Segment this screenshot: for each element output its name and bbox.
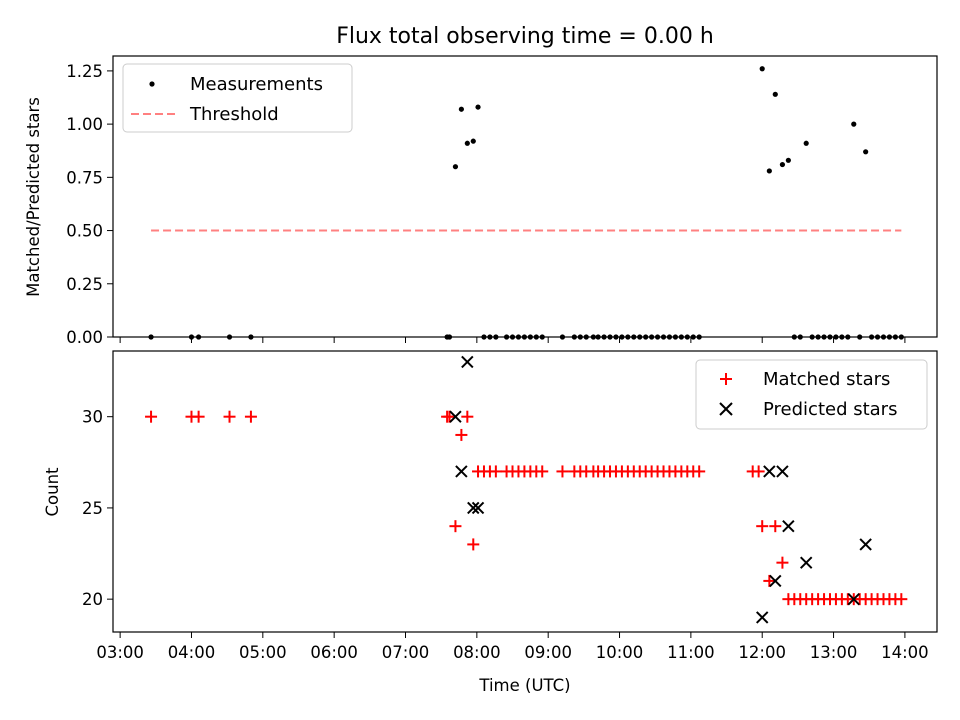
x-tick-label: 10:00 — [596, 643, 644, 662]
matched-star-point — [244, 410, 257, 423]
legend-matched-label: Matched stars — [763, 369, 890, 390]
measurement-point — [803, 140, 809, 146]
predicted-star-point — [449, 410, 462, 423]
x-tick-label: 04:00 — [168, 643, 216, 662]
top-plot-frame — [112, 55, 938, 338]
bottom-y-tick-label: 25 — [82, 499, 103, 518]
legend-threshold-label: Threshold — [189, 104, 279, 125]
matched-star-point — [145, 410, 158, 423]
x-tick-label: 09:00 — [524, 643, 572, 662]
measurement-point — [759, 66, 765, 72]
top-legend-box — [122, 63, 353, 133]
chart-title: Flux total observing time = 0.00 h — [336, 24, 714, 49]
bottom-panel: 20 25 30 03:00 04:00 05:00 06:00 07:00 08:00 09:… — [43, 350, 938, 695]
x-tick-label: 08:00 — [453, 643, 501, 662]
matched-star-point — [756, 520, 769, 533]
top-x-ticks — [119, 337, 906, 343]
matched-star-point — [449, 520, 462, 533]
matched-star-point — [536, 465, 549, 478]
matched-star-point — [895, 593, 908, 606]
predicted-star-point — [471, 501, 485, 515]
bottom-x-axis: 03:00 04:00 05:00 06:00 07:00 08:00 09:00 10:00… — [96, 632, 929, 662]
matched-star-point — [223, 410, 236, 423]
measurement-point — [470, 138, 476, 144]
predicted-star-point — [763, 465, 776, 478]
top-y-tick-label: 0.25 — [66, 275, 103, 294]
measurement-point — [458, 106, 464, 112]
matched-star-point — [461, 410, 474, 423]
matched-star-point — [776, 556, 789, 569]
predicted-stars-series — [449, 355, 872, 624]
measurement-point — [475, 104, 481, 110]
bottom-y-axis: 20 25 30 — [82, 408, 113, 609]
top-panel: 0.00 0.25 0.50 0.75 1.00 1.25 Matched/Predict… — [24, 55, 938, 347]
top-legend: Measurements Threshold — [122, 63, 353, 133]
matched-star-point — [752, 465, 765, 478]
measurement-point — [779, 161, 786, 168]
x-tick-label: 03:00 — [96, 643, 144, 662]
matched-star-point — [769, 520, 782, 533]
legend-predicted-label: Predicted stars — [763, 399, 897, 420]
x-tick-label: 11:00 — [667, 643, 715, 662]
top-y-tick-label: 0.50 — [66, 222, 103, 241]
bottom-y-tick-label: 20 — [82, 590, 103, 609]
matched-star-point — [455, 428, 468, 441]
matched-star-point — [693, 465, 706, 478]
bottom-y-tick-label: 30 — [82, 408, 103, 427]
predicted-star-point — [859, 538, 872, 551]
x-tick-label: 14:00 — [881, 643, 929, 662]
matched-star-point — [763, 574, 776, 587]
top-y-tick-label: 0.00 — [66, 328, 103, 347]
measurement-point — [464, 140, 470, 146]
bottom-legend-box — [695, 359, 928, 430]
legend-measurements-label: Measurements — [190, 74, 323, 95]
x-tick-label: 06:00 — [310, 643, 358, 662]
predicted-star-point — [776, 465, 789, 478]
predicted-star-point — [769, 574, 782, 588]
x-tick-label: 13:00 — [810, 643, 858, 662]
matched-star-point — [192, 410, 205, 423]
measurement-point — [772, 91, 778, 97]
measurement-point — [863, 149, 869, 155]
bottom-legend: Matched stars Predicted stars — [695, 359, 928, 430]
x-tick-label: 05:00 — [239, 643, 287, 662]
measurement-point — [766, 168, 772, 174]
top-y-tick-label: 1.25 — [66, 62, 103, 81]
predicted-star-point — [799, 556, 813, 569]
predicted-star-point — [461, 355, 474, 369]
x-axis-label: Time (UTC) — [478, 676, 570, 695]
measurement-point — [851, 121, 857, 127]
bottom-y-axis-label: Count — [43, 467, 62, 517]
top-y-axis: 0.00 0.25 0.50 0.75 1.00 1.25 — [66, 62, 113, 347]
matched-star-point — [443, 410, 456, 423]
legend-matched-marker — [720, 373, 732, 385]
bottom-plot-frame — [112, 350, 938, 633]
matched-star-point — [556, 465, 569, 478]
predicted-star-point — [782, 519, 795, 533]
measurement-point — [785, 157, 791, 163]
matched-star-point — [467, 538, 480, 551]
matched-stars-series — [145, 410, 908, 606]
legend-measurements-marker — [149, 81, 155, 87]
x-tick-label: 07:00 — [382, 643, 430, 662]
predicted-star-point — [847, 592, 860, 606]
legend-predicted-marker — [719, 402, 733, 416]
predicted-star-point — [455, 465, 468, 478]
matched-star-point — [489, 465, 502, 478]
predicted-star-point — [756, 611, 769, 624]
x-tick-label: 12:00 — [738, 643, 786, 662]
top-y-tick-label: 1.00 — [66, 115, 103, 134]
top-y-axis-label: Matched/Predicted stars — [24, 97, 43, 297]
measurement-point — [452, 164, 459, 170]
predicted-star-point — [467, 501, 480, 515]
top-y-tick-label: 0.75 — [66, 168, 103, 187]
